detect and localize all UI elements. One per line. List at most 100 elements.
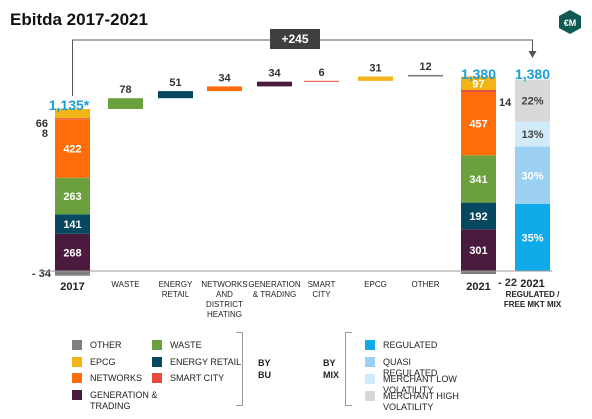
category-label-networks-and-district-heating-line-4: HEATING (207, 310, 242, 319)
logo-text: €M (564, 18, 577, 28)
data-label-waste: 78 (119, 84, 131, 96)
increase-arrowhead-icon (528, 51, 537, 58)
bar-segment-2017-other-negative (55, 271, 90, 276)
data-label-energy-retail: 51 (169, 77, 181, 89)
data-label-2017-other-negative: - 34 (32, 268, 52, 280)
data-label-2017-epcg: 66 (36, 118, 48, 130)
data-label-2021-networks: 457 (469, 119, 487, 131)
legend-item-other: OTHER (72, 340, 166, 351)
bar-segment-mix-merchant-low-volatility (515, 121, 550, 147)
bar-segment-mix-regulated (515, 204, 550, 271)
euro-million-logo-icon: €M (559, 10, 581, 34)
legend-label: GENERATION & TRADING (90, 389, 158, 411)
category-label-networks-and-district-heating-line-2: AND (216, 290, 233, 299)
increase-label: +245 (281, 32, 308, 46)
legend-label: WASTE (170, 340, 202, 350)
category-label-waste: WASTE (111, 280, 139, 289)
bar-segment-2021-waste (461, 155, 496, 203)
legend-swatch (152, 356, 162, 367)
legend-item-epcg: EPCG (72, 356, 166, 368)
bar-segment-2017-generation-trading (55, 233, 90, 271)
bar-segment-2017-waste (55, 177, 90, 215)
legend-item-regulated: REGULATED (365, 340, 459, 351)
legend-label: MERCHANT LOW VOLATILITY (383, 374, 457, 395)
legend-label: SMART CITY (170, 373, 225, 383)
legend-swatch (72, 389, 82, 400)
legend-item-generation-trading: GENERATION & TRADING (72, 389, 166, 412)
category-label-2021-regulated-free-mkt-mix-line-2: REGULATED / (506, 290, 560, 299)
data-label-2021-other-negative: - 22 (498, 277, 517, 289)
legend-item-energy-retail: ENERGY RETAIL (152, 356, 246, 368)
legend-item-merchant-low-volatility: MERCHANT LOW VOLATILITY (365, 374, 459, 396)
category-label-2021: 2021 (466, 281, 490, 293)
category-label-generation-trading-line-2: & TRADING (253, 290, 296, 299)
data-label-smart-city: 6 (318, 67, 324, 79)
legend-item-quasi-regulated: QUASI REGULATED (365, 357, 459, 379)
legend-swatch (152, 373, 162, 383)
category-label-2017: 2017 (60, 281, 84, 293)
bar-segment-2017-smart-city (55, 118, 90, 120)
data-label-2021-generation-trading: 301 (469, 245, 487, 257)
legend-swatch (365, 374, 375, 384)
data-label-2017-energy-retail: 141 (63, 219, 81, 231)
data-label-2021-epcg: 97 (472, 78, 484, 90)
legend-label: QUASI REGULATED (383, 357, 438, 378)
bar-segment-2021-energy-retail (461, 202, 496, 230)
legend-label: NETWORKS (90, 373, 143, 383)
legend-swatch (365, 357, 375, 367)
legend-item-networks: NETWORKS (72, 373, 166, 384)
data-label-networks-and-district-heating: 34 (218, 72, 231, 84)
category-label-networks-and-district-heating-line-1: NETWORKS (201, 280, 247, 289)
legend-swatch (72, 373, 82, 383)
increase-badge (270, 29, 320, 49)
bar-segment-mix-quasi-regulated (515, 146, 550, 205)
by-bu-bracket (236, 332, 243, 406)
total-label-2017: 1,135* (49, 97, 90, 113)
category-label-2021-regulated-free-mkt-mix-line-3: FREE MKT MIX (504, 300, 562, 309)
step-bar-generation-trading (257, 81, 292, 87)
category-label-epcg: EPCG (364, 280, 387, 289)
data-label-2017-generation-trading: 268 (63, 247, 81, 259)
data-label-other: 12 (419, 61, 431, 73)
step-bar-networks-and-district-heating (207, 86, 242, 92)
by-mix-label: BY MIX (323, 358, 340, 380)
bar-segment-2021-smart-city (461, 89, 496, 92)
data-label-generation-trading: 34 (268, 68, 281, 80)
data-label-mix-merchant-high-volatility: 22% (521, 96, 543, 108)
data-label-2017-networks: 422 (63, 144, 81, 156)
legend-swatch (365, 391, 375, 401)
data-label-mix-regulated: 35% (521, 233, 543, 245)
bar-segment-2021-other-negative (461, 271, 496, 275)
legend-swatch (72, 356, 82, 367)
legend-label: MERCHANT HIGH VOLATILITY (383, 391, 459, 412)
bar-segment-2021-generation-trading (461, 229, 496, 271)
step-bar-epcg (358, 76, 393, 81)
category-label-smart-city-line-1: SMART (308, 280, 336, 289)
bar-segment-mix-merchant-high-volatility (515, 79, 550, 122)
data-label-mix-merchant-low-volatility: 13% (521, 129, 543, 141)
legend-item-merchant-high-volatility: MERCHANT HIGH VOLATILITY (365, 391, 459, 413)
data-label-2021-energy-retail: 192 (469, 211, 487, 223)
data-label-2021-waste: 341 (469, 174, 487, 186)
bar-segment-2021-epcg (461, 76, 496, 90)
by-mix-bracket (345, 332, 352, 406)
legend-swatch (365, 340, 375, 350)
bar-segment-2021-networks (461, 91, 496, 156)
category-label-energy-retail-line-1: ENERGY (159, 280, 193, 289)
bar-segment-2017-energy-retail (55, 214, 90, 234)
waterfall-chart: 268 141 263 422 668 - 34 1,135* 78 51 34 34 6 31 12 30… (32, 29, 562, 319)
step-bar-energy-retail (158, 91, 193, 99)
total-label-mix: 1,380 (515, 66, 550, 82)
data-label-2017-smart-city: 8 (42, 128, 48, 140)
data-label-2017-waste: 263 (63, 191, 81, 203)
step-bar-smart-city (304, 80, 339, 82)
category-label-generation-trading-line-1: GENERATION (248, 280, 301, 289)
total-label-2021: 1,380 (461, 66, 496, 82)
legend-swatch (72, 340, 82, 350)
step-bar-waste (108, 98, 143, 109)
category-label-other: OTHER (412, 280, 440, 289)
legend-label: REGULATED (383, 340, 438, 350)
by-bu-label: BY BU (258, 358, 271, 380)
chart-title: Ebitda 2017-2021 (10, 10, 148, 29)
data-label-mix-quasi-regulated: 30% (521, 170, 543, 182)
